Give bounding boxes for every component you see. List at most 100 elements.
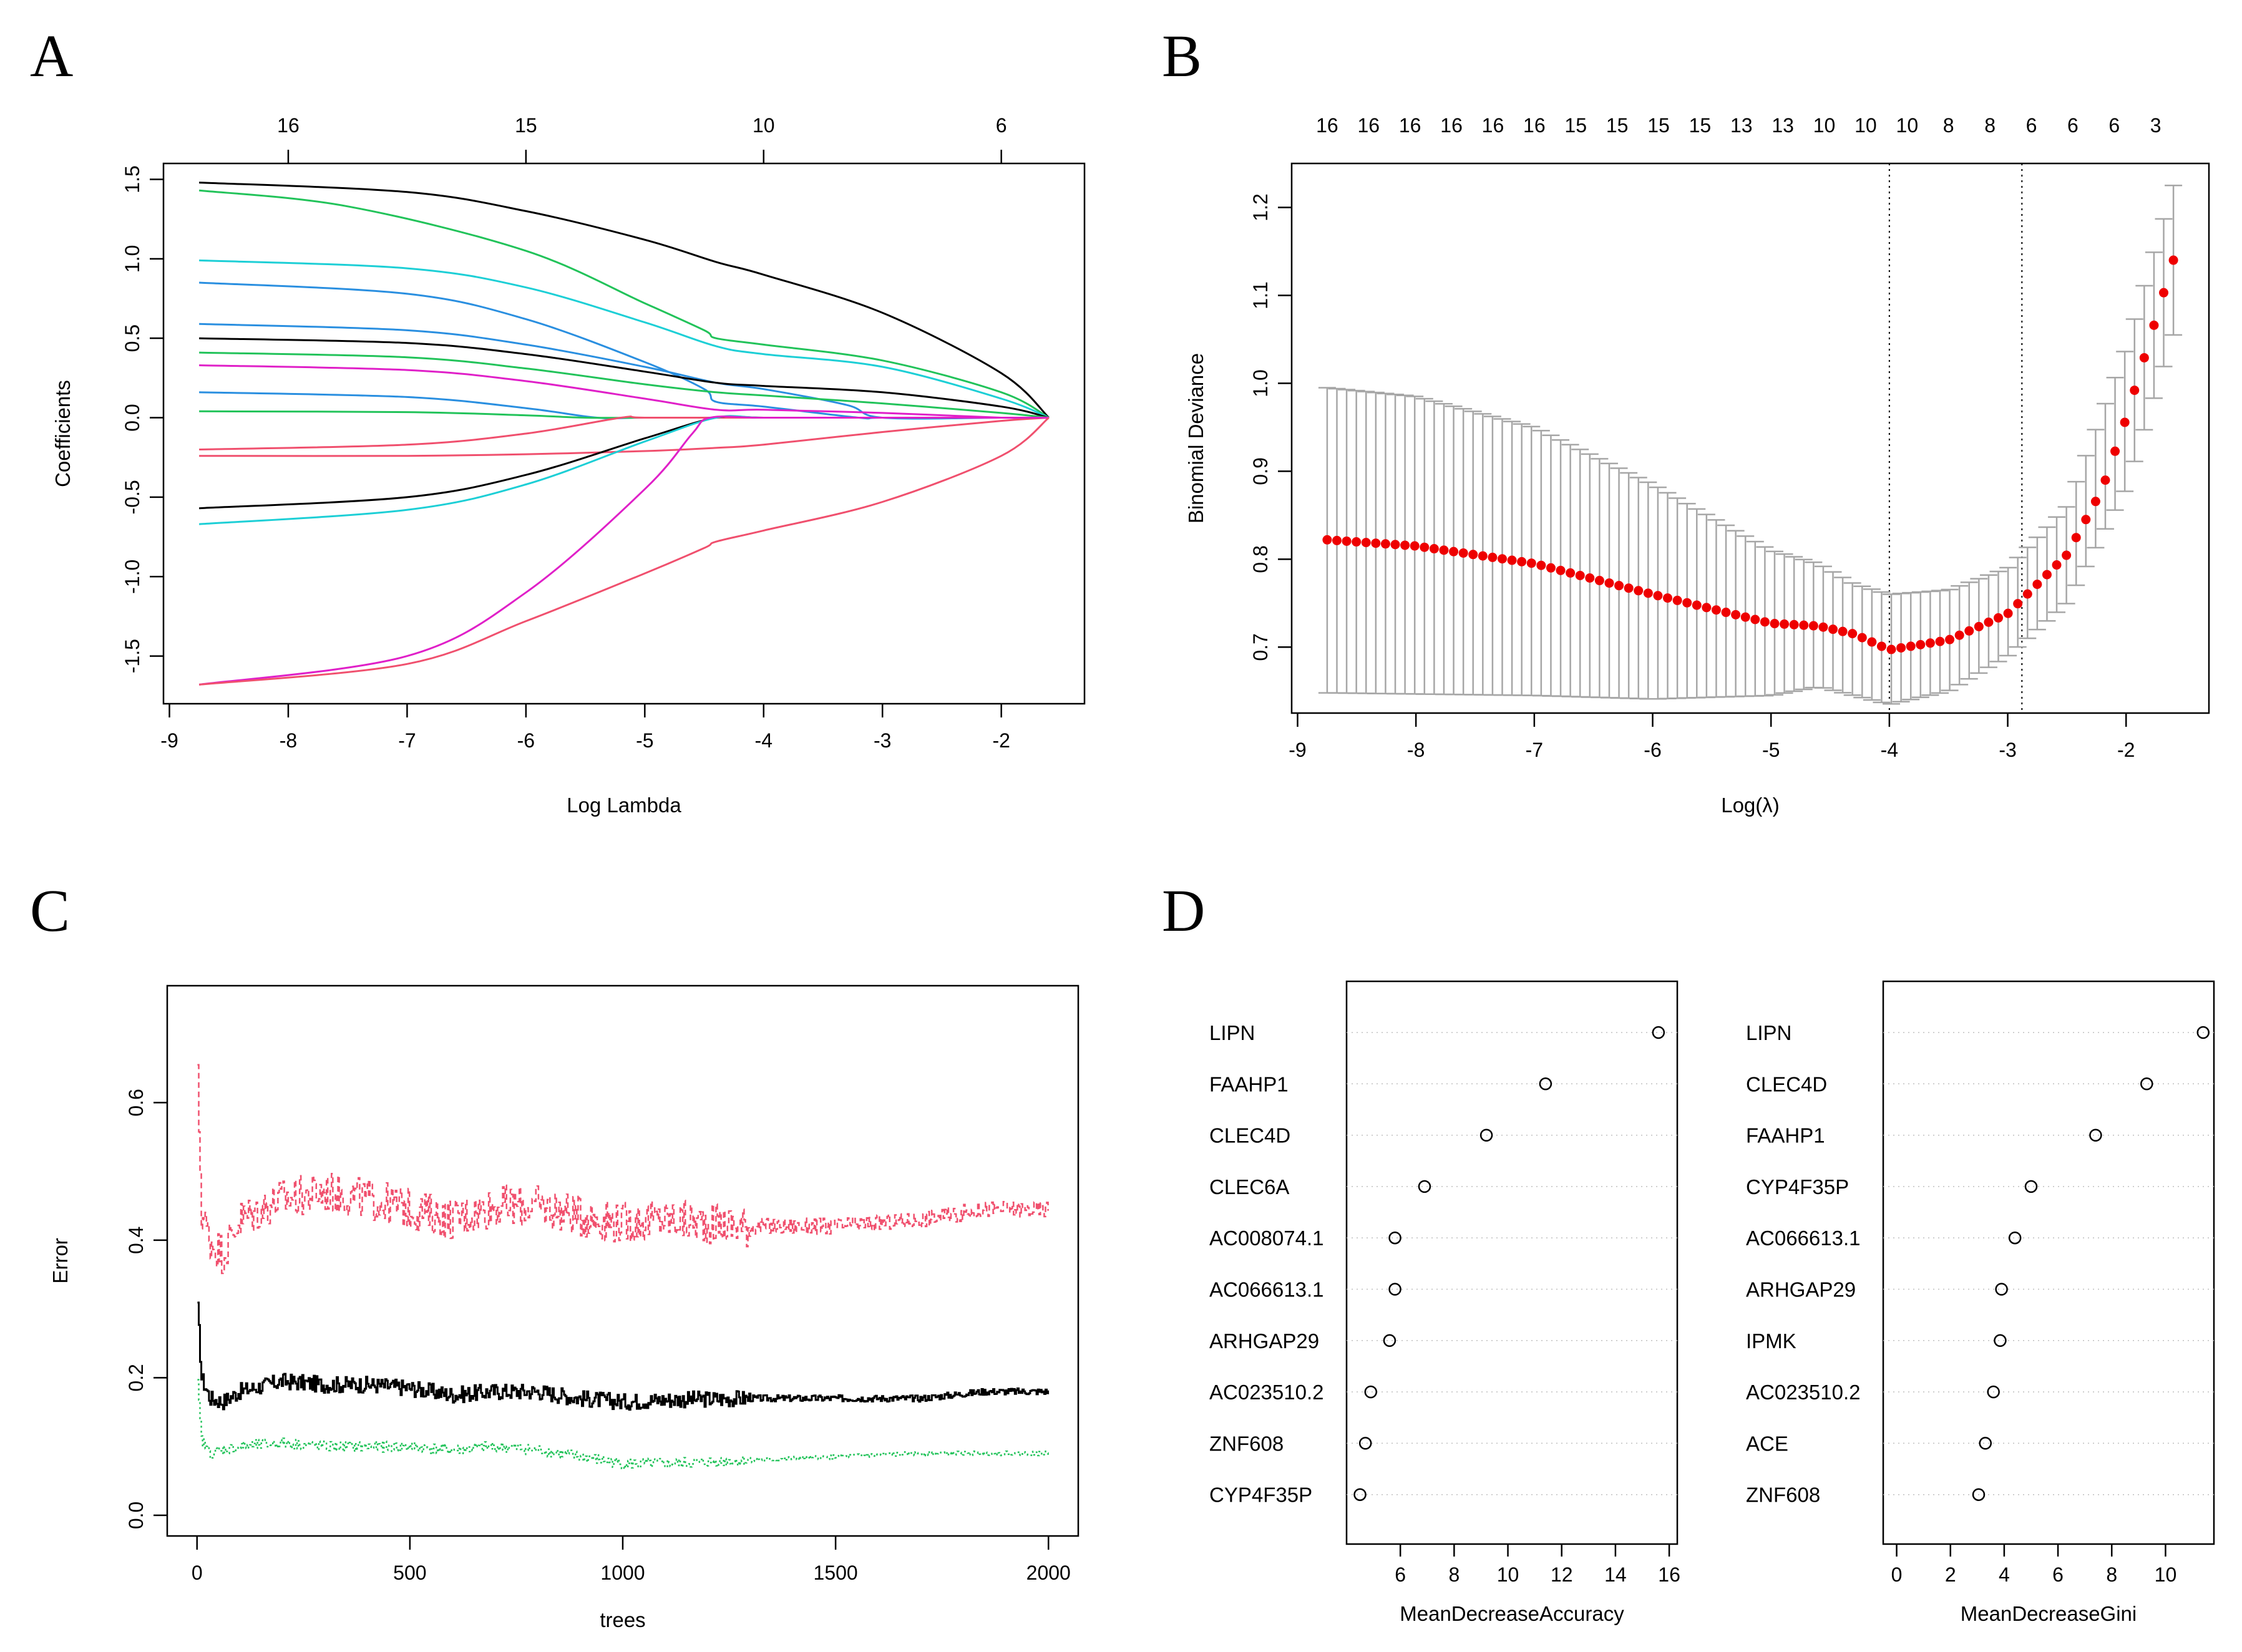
- deviance-point: [1536, 560, 1546, 570]
- deviance-point: [1848, 629, 1858, 639]
- deviance-point: [2159, 288, 2169, 298]
- plot-box: [1345, 980, 1679, 1545]
- panel-letter-c: C: [30, 877, 70, 944]
- deviance-point: [1546, 563, 1556, 573]
- deviance-point: [1789, 620, 1799, 629]
- top-count-label: 8: [1984, 114, 1996, 137]
- importance-point: [1388, 1231, 1401, 1245]
- top-tick-label: 6: [996, 114, 1007, 137]
- deviance-point: [1585, 573, 1595, 583]
- deviance-point: [1322, 535, 1332, 545]
- importance-point: [2140, 1077, 2153, 1091]
- top-count-label: 6: [2067, 114, 2079, 137]
- x-tick-label: -9: [160, 729, 178, 752]
- deviance-point: [1945, 634, 1955, 644]
- importance-point: [1364, 1385, 1378, 1399]
- deviance-point: [1624, 583, 1634, 593]
- x-tick-label: -7: [398, 729, 416, 752]
- y-axis-label: Error: [49, 1238, 72, 1283]
- y-tick-label: 0.9: [1249, 457, 1272, 485]
- gene-label: ZNF608: [1746, 1484, 1820, 1507]
- deviance-point: [1750, 615, 1760, 624]
- top-count-label: 15: [1689, 114, 1712, 137]
- deviance-point: [1643, 588, 1653, 598]
- top-count-label: 10: [1855, 114, 1877, 137]
- deviance-point: [1925, 638, 1935, 648]
- x-tick-label: 16: [1658, 1563, 1680, 1586]
- deviance-point: [1390, 540, 1400, 550]
- deviance-point: [1780, 619, 1790, 629]
- deviance-point: [1449, 547, 1459, 556]
- deviance-point: [1672, 595, 1682, 605]
- x-tick-label: 6: [2052, 1563, 2064, 1586]
- deviance-point: [1614, 581, 1624, 591]
- deviance-point: [1740, 612, 1750, 622]
- x-tick-label: 12: [1551, 1563, 1573, 1586]
- gene-label: CLEC4D: [1209, 1124, 1290, 1147]
- top-count-label: 16: [1316, 114, 1338, 137]
- gene-label: IPMK: [1746, 1329, 1796, 1353]
- gene-label: LIPN: [1209, 1021, 1255, 1044]
- deviance-point: [1974, 621, 1984, 631]
- top-count-label: 16: [1357, 114, 1380, 137]
- y-axis-label: Coefficients: [51, 380, 74, 487]
- top-count-label: 16: [1440, 114, 1463, 137]
- coefficient-path-line: [198, 189, 1050, 419]
- x-tick-label: 10: [2155, 1563, 2177, 1586]
- deviance-point: [1526, 558, 1536, 568]
- x-tick-label: 14: [1604, 1563, 1627, 1586]
- top-count-label: 8: [1943, 114, 1954, 137]
- deviance-point: [1828, 624, 1838, 634]
- deviance-point: [1711, 605, 1721, 615]
- gene-label: AC008074.1: [1209, 1227, 1323, 1250]
- coefficient-path-line: [199, 281, 1049, 420]
- deviance-point: [1857, 633, 1867, 643]
- importance-point: [2024, 1180, 2038, 1193]
- deviance-point: [2062, 550, 2072, 560]
- importance-point: [1388, 1283, 1401, 1296]
- x-tick-label: 0: [192, 1562, 203, 1584]
- plot-box: [1290, 162, 2210, 714]
- importance-point: [1979, 1437, 1992, 1450]
- plot-box: [1882, 980, 2215, 1545]
- deviance-point: [2042, 570, 2052, 580]
- top-tick-label: 15: [515, 114, 537, 137]
- gene-label: CLEC4D: [1746, 1072, 1827, 1096]
- y-tick-label: 0.8: [1249, 545, 1272, 573]
- deviance-point: [1566, 568, 1576, 578]
- top-count-label: 13: [1730, 114, 1753, 137]
- importance-point: [1353, 1488, 1367, 1501]
- mean-decrease-accuracy-dotchart: LIPN FAAHP1 CLEC4D CLEC6A AC008074.1 AC066613…: [1209, 980, 1680, 1625]
- x-tick-label: -7: [1526, 739, 1543, 761]
- x-axis-label: Log(λ): [1721, 794, 1780, 817]
- gene-label: ZNF608: [1209, 1432, 1284, 1455]
- deviance-point: [2022, 589, 2032, 599]
- importance-point: [1652, 1026, 1665, 1039]
- x-tick-label: 4: [1999, 1563, 2010, 1586]
- gene-label: CYP4F35P: [1746, 1175, 1849, 1198]
- error-series-line: [197, 1064, 1049, 1275]
- deviance-point: [1799, 620, 1809, 630]
- deviance-point: [2110, 446, 2120, 456]
- deviance-point: [1876, 641, 1886, 651]
- importance-point: [1418, 1180, 1431, 1193]
- deviance-point: [1916, 639, 1926, 649]
- x-tick-label: -5: [1762, 739, 1780, 761]
- deviance-point: [1653, 591, 1663, 601]
- deviance-point: [2003, 608, 2013, 618]
- deviance-point: [1662, 593, 1672, 603]
- panel-letter-d: D: [1162, 877, 1205, 944]
- gene-label: CYP4F35P: [1209, 1484, 1312, 1507]
- deviance-point: [1575, 570, 1585, 580]
- random-forest-error-chart: 0 500 1000 1500 2000 0.0 0.2 0.4 0.6 trees Error: [49, 984, 1080, 1631]
- top-count-label: 6: [2108, 114, 2120, 137]
- importance-point: [1383, 1334, 1396, 1348]
- deviance-point: [1954, 630, 1964, 640]
- x-tick-label: 1000: [600, 1562, 645, 1584]
- x-tick-label: -4: [1881, 739, 1898, 761]
- deviance-point: [2120, 417, 2130, 427]
- x-tick-label: -6: [517, 729, 535, 752]
- deviance-point: [1594, 576, 1604, 586]
- deviance-point: [2090, 497, 2100, 507]
